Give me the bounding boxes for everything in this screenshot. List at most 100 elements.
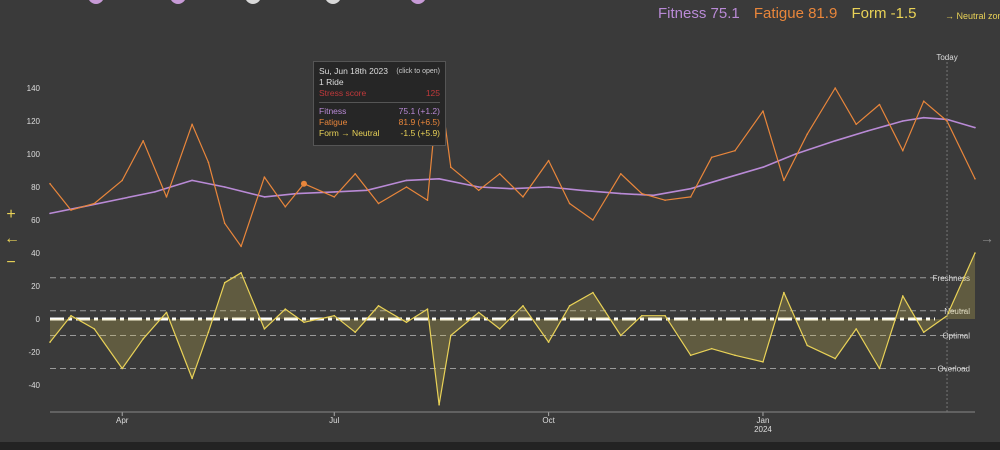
x-tick-label: 2024 xyxy=(754,425,772,434)
series-point-form xyxy=(855,328,857,330)
day-tooltip[interactable]: Su, Jun 18th 2023 (click to open) 1 Ride… xyxy=(313,61,446,146)
top-icon[interactable] xyxy=(170,0,186,4)
series-point-fatigue xyxy=(568,202,571,205)
series-point-fitness xyxy=(223,186,226,188)
series-point-fatigue xyxy=(405,186,408,188)
series-point-form xyxy=(333,314,336,317)
series-point-fatigue xyxy=(121,179,123,182)
series-point-form xyxy=(223,281,226,284)
series-point-fatigue xyxy=(450,166,452,168)
series-point-fatigue xyxy=(855,123,857,126)
series-point-form xyxy=(191,377,193,380)
y-tick-label: 80 xyxy=(31,183,40,192)
series-point-form xyxy=(263,328,266,330)
tooltip-form-label: Form → Neutral xyxy=(319,128,380,138)
series-point-fatigue xyxy=(878,103,881,106)
series-point-fitness xyxy=(794,153,797,155)
top-icon[interactable] xyxy=(88,0,104,4)
back-arrow-button[interactable]: ← xyxy=(4,230,20,247)
series-point-fitness xyxy=(263,196,266,198)
metrics-summary: Fitness 75.1 Fatigue 81.9 Form -1.5 xyxy=(658,5,926,22)
series-point-fatigue xyxy=(498,173,501,175)
series-point-form xyxy=(165,311,168,314)
y-tick-label: 20 xyxy=(31,282,40,291)
fitness-metric: Fitness 75.1 xyxy=(658,5,740,22)
tooltip-stress-value: 125 xyxy=(425,88,440,98)
series-line-form xyxy=(49,252,976,406)
top-icon[interactable] xyxy=(325,0,341,4)
series-point-fitness xyxy=(974,126,976,129)
series-point-fatigue xyxy=(783,179,785,182)
series-line-fatigue xyxy=(49,79,976,247)
top-icon[interactable] xyxy=(410,0,426,4)
zoom-in-button[interactable]: + xyxy=(6,206,16,223)
y-tick-label: 140 xyxy=(27,84,41,93)
series-point-form xyxy=(49,341,51,343)
series-point-form xyxy=(522,305,524,307)
fatigue-metric: Fatigue 81.9 xyxy=(753,5,838,22)
next-arrow-button[interactable]: → xyxy=(980,230,994,246)
series-point-fatigue xyxy=(207,161,210,164)
series-point-fatigue xyxy=(806,133,808,135)
x-tick-label: Jul xyxy=(329,416,339,425)
top-icon[interactable] xyxy=(245,0,261,4)
series-point-fatigue xyxy=(522,196,524,198)
series-point-form xyxy=(498,328,501,330)
series-point-fatigue xyxy=(620,173,622,175)
series-point-form xyxy=(783,291,785,294)
series-point-form xyxy=(405,321,408,324)
series-point-fatigue xyxy=(689,196,692,198)
series-point-form xyxy=(689,354,692,357)
tooltip-fitness-value: 75.1 (+1.2) xyxy=(398,106,440,116)
series-point-fatigue xyxy=(142,140,144,142)
series-point-fitness xyxy=(580,189,582,192)
series-point-fatigue xyxy=(426,199,429,201)
series-point-fatigue xyxy=(592,219,594,221)
series-point-fatigue xyxy=(974,178,976,180)
series-point-fitness xyxy=(652,194,655,197)
series-point-fatigue xyxy=(902,149,904,152)
zone-label-overload: Overload xyxy=(938,365,970,374)
series-point-fatigue xyxy=(333,196,336,198)
series-point-form xyxy=(207,331,210,334)
bottom-scrollbar[interactable] xyxy=(0,442,1000,450)
series-point-form xyxy=(377,305,380,307)
zoom-out-button[interactable]: − xyxy=(6,254,16,271)
series-point-form xyxy=(922,331,925,334)
series-point-fatigue xyxy=(710,156,713,159)
tooltip-form-value: -1.5 (+5.9) xyxy=(400,128,440,138)
y-tick-label: -20 xyxy=(28,348,40,357)
neutral-zone-link[interactable]: → Neutral zone xyxy=(945,11,1000,21)
series-point-form xyxy=(710,347,713,350)
series-point-form xyxy=(974,252,976,254)
hover-point xyxy=(300,180,307,187)
series-point-form xyxy=(93,328,96,330)
series-point-fatigue xyxy=(477,189,480,192)
series-point-fitness xyxy=(620,192,622,195)
tooltip-hint[interactable]: (click to open) xyxy=(396,68,440,75)
series-point-fitness xyxy=(902,120,904,122)
series-point-form xyxy=(592,291,594,294)
y-tick-label: 120 xyxy=(27,117,41,126)
series-point-fitness xyxy=(154,191,156,193)
zone-label-freshness: Freshness xyxy=(933,274,970,283)
series-point-form xyxy=(142,338,144,340)
series-point-fitness xyxy=(49,212,51,215)
series-point-form xyxy=(438,404,440,406)
top-toolbar xyxy=(0,0,1000,6)
series-point-form xyxy=(121,367,123,370)
series-point-form xyxy=(878,367,881,370)
series-point-fitness xyxy=(834,140,836,142)
series-point-form xyxy=(834,357,836,360)
series-point-fatigue xyxy=(834,87,836,89)
series-point-form xyxy=(762,361,764,363)
series-point-form xyxy=(303,321,305,324)
y-tick-label: 100 xyxy=(27,150,41,159)
series-point-fitness xyxy=(477,186,480,188)
series-point-fitness xyxy=(438,178,440,180)
form-metric: Form -1.5 xyxy=(851,5,917,22)
series-point-form xyxy=(284,308,287,310)
tooltip-fatigue-label: Fatigue xyxy=(319,117,348,127)
series-point-fitness xyxy=(689,187,692,190)
